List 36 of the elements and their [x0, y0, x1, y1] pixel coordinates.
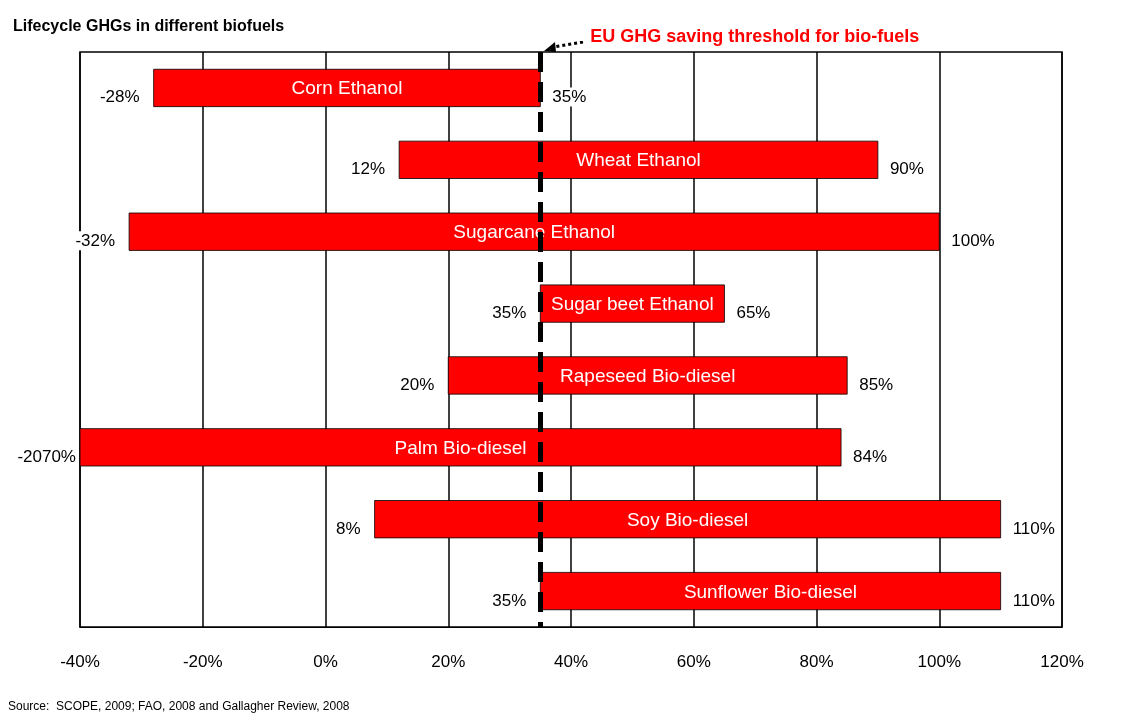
chart-title: Lifecycle GHGs in different biofuels: [13, 16, 285, 34]
x-tick-label: 80%: [799, 652, 834, 671]
annotation: 100%: [951, 231, 995, 251]
annotation: 12%: [351, 159, 386, 179]
x-tick-label: 60%: [676, 652, 711, 671]
annotation: -32%: [75, 231, 116, 251]
legend-label: EU GHG saving threshold for bio-fuels: [590, 26, 920, 46]
annotation: 35%: [492, 590, 527, 610]
annotation: 20%: [400, 374, 435, 394]
x-tick-label: 40%: [553, 652, 589, 671]
y-tick-label: Sugarcane Ethanol: [453, 221, 615, 243]
x-tick-label: 20%: [431, 652, 466, 671]
annotation: 110%: [1012, 590, 1055, 610]
y-tick-label: Palm Bio-diesel: [394, 436, 527, 458]
y-tick-label: Sunflower Bio-diesel: [683, 580, 858, 602]
annotation: 85%: [859, 374, 894, 394]
y-tick-label: Sugar beet Ethanol: [551, 293, 714, 315]
annotation: 35%: [552, 87, 587, 107]
annotation: 65%: [736, 303, 771, 323]
source-note: Source: SCOPE, 2009; FAO, 2008 and Gallagher Review, 2008: [8, 699, 350, 713]
annotation: 90%: [889, 159, 924, 179]
y-tick-label: Soy Bio-diesel: [626, 508, 749, 530]
x-tick-label: 0%: [313, 652, 338, 671]
x-tick-label: 100%: [917, 652, 961, 671]
x-tick-label: -20%: [182, 652, 223, 671]
annotation: 110%: [1012, 518, 1055, 538]
x-tick-label: -40%: [60, 652, 100, 671]
y-tick-label: Wheat Ethanol: [576, 149, 701, 171]
annotation: 8%: [336, 518, 361, 538]
y-tick-label: Rapeseed Bio-diesel: [560, 364, 736, 386]
annotation: -28%: [99, 87, 140, 107]
x-tick-label: 120%: [1040, 652, 1084, 671]
text: -2070%: [17, 446, 76, 466]
annotation: 35%: [492, 303, 527, 323]
y-tick-label: Corn Ethanol: [291, 77, 403, 99]
annotation: 84%: [853, 446, 888, 466]
